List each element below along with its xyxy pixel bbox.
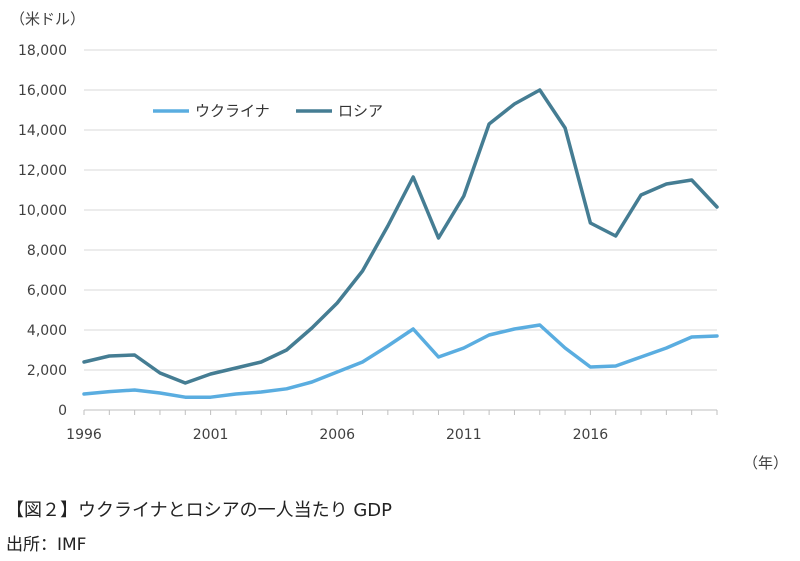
y-tick-label: 16,000: [18, 83, 67, 99]
legend-label: ロシア: [338, 102, 383, 120]
x-tick-label: 1996: [66, 427, 102, 443]
x-tick-label: 2011: [446, 427, 482, 443]
y-tick-label: 12,000: [18, 163, 67, 179]
y-tick-label: 6,000: [27, 283, 67, 299]
x-axis: [83, 409, 718, 415]
x-tick-labels: 1996 2001 2006 2011 2016: [66, 427, 608, 443]
y-tick-label: 10,000: [18, 203, 67, 219]
y-tick-label: 2,000: [27, 363, 67, 379]
y-tick-label: 14,000: [18, 123, 67, 139]
x-tick-label: 2001: [193, 427, 229, 443]
y-tick-label: 4,000: [27, 323, 67, 339]
y-axis-unit: （米ドル）: [10, 10, 86, 28]
gridlines: [84, 49, 717, 371]
series-line-ukraine: [82, 323, 719, 399]
series-line-russia: [82, 88, 719, 385]
legend: ウクライナ ロシア: [153, 102, 383, 120]
figure-caption: 【図２】ウクライナとロシアの一人当たり GDP: [6, 500, 393, 521]
y-tick-label: 0: [58, 403, 67, 419]
y-tick-label: 8,000: [27, 243, 67, 259]
figure-source: 出所：IMF: [6, 535, 87, 555]
legend-label: ウクライナ: [195, 102, 270, 120]
y-tick-label: 18,000: [18, 43, 67, 59]
series-lines: [82, 88, 719, 399]
x-axis-unit: （年）: [742, 454, 788, 472]
y-tick-labels: 0 2,000 4,000 6,000 8,000 10,000 12,000 14,000 1…: [18, 43, 67, 419]
x-tick-label: 2006: [319, 427, 355, 443]
x-tick-label: 2016: [573, 427, 609, 443]
line-chart: 0 2,000 4,000 6,000 8,000 10,000 12,000 14,000 1…: [18, 43, 719, 443]
